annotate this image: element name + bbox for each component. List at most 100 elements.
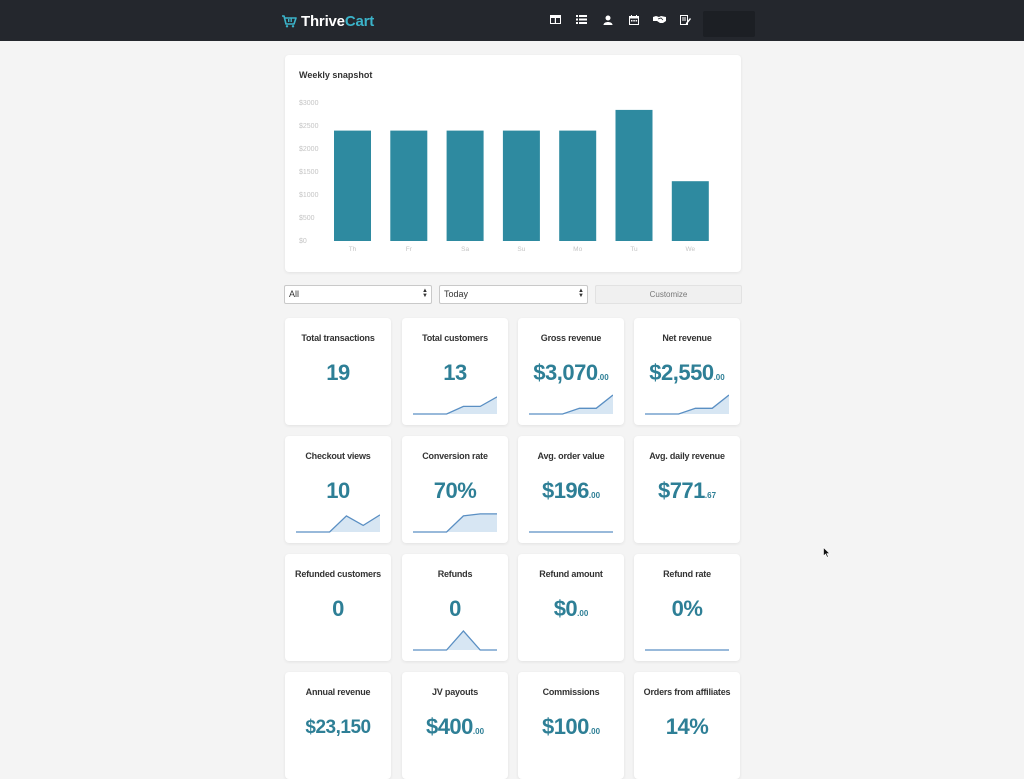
list-icon[interactable]: [575, 13, 588, 26]
logo-text-thrive: Thrive: [301, 12, 345, 30]
sparkline-chart: [413, 513, 497, 533]
stat-value-cents: .67: [704, 491, 717, 500]
bar-th[interactable]: [334, 130, 371, 241]
handshake-icon[interactable]: [653, 13, 666, 26]
x-tick-label: Mo: [573, 246, 582, 253]
stat-value: 19: [285, 360, 391, 386]
stat-value-cents: .00: [713, 373, 725, 382]
stat-card-conversion-rate[interactable]: Conversion rate 70%: [402, 436, 508, 543]
stat-value: 70%: [402, 478, 508, 504]
x-tick-label: Su: [517, 246, 525, 253]
type-select-value: All: [289, 289, 300, 299]
stat-value-cents: .00: [472, 727, 485, 736]
y-tick-label: $1500: [299, 169, 319, 176]
stat-card-refunds[interactable]: Refunds 0: [402, 554, 508, 661]
stat-value-main: $3,070: [533, 360, 598, 385]
stat-value-main: 14%: [665, 714, 709, 739]
sparkline-chart: [413, 396, 497, 415]
stat-label: Total transactions: [301, 333, 375, 343]
top-navbar: ThriveCart: [0, 0, 1024, 41]
thrivecart-logo[interactable]: ThriveCart: [281, 11, 374, 31]
weekly-snapshot-card: Weekly snapshot $3000 $2500 $2000 $1500 $100…: [285, 55, 741, 272]
period-select[interactable]: Today ▲ ▼: [439, 285, 588, 304]
bar-mo[interactable]: [559, 130, 597, 241]
account-menu[interactable]: [703, 11, 755, 37]
stat-value-cents: .00: [597, 373, 609, 382]
x-tick-label: Fr: [406, 246, 413, 253]
sparkline-area: [529, 395, 613, 414]
period-select-value: Today: [444, 289, 469, 299]
stat-label: Refunds: [437, 569, 473, 579]
stat-card-jv-payouts[interactable]: JV payouts $400.00: [402, 672, 508, 779]
stat-label: Annual revenue: [305, 687, 371, 697]
stat-card-refund-amount[interactable]: Refund amount $0.00: [518, 554, 624, 661]
sparkline-chart: [645, 394, 729, 415]
user-icon[interactable]: [601, 13, 614, 26]
stat-card-total-customers[interactable]: Total customers 13: [402, 318, 508, 425]
stat-label: Total customers: [422, 333, 488, 343]
bar-su[interactable]: [502, 130, 540, 241]
sparkline-line: [413, 513, 497, 533]
stat-value: 0: [402, 596, 508, 622]
stat-card-commissions[interactable]: Commissions $100.00: [518, 672, 624, 779]
stat-value: $400.00: [402, 714, 508, 740]
stat-value: $100.00: [518, 714, 624, 740]
stat-card-avg-daily-revenue[interactable]: Avg. daily revenue $771.67: [634, 436, 740, 543]
stat-value: $0.00: [518, 596, 624, 622]
sparkline-line: [645, 394, 729, 415]
stat-card-avg-order-value[interactable]: Avg. order value $196.00: [518, 436, 624, 543]
calendar-icon[interactable]: [627, 13, 640, 26]
stat-value-cents: .00: [588, 491, 601, 500]
stat-value-main: $2,550: [649, 360, 714, 385]
stat-label: Refund amount: [539, 569, 603, 579]
stat-label: Gross revenue: [540, 333, 602, 343]
stat-card-total-transactions[interactable]: Total transactions 19: [285, 318, 391, 425]
x-tick-label: Tu: [630, 246, 638, 253]
sparkline-area: [413, 513, 497, 532]
sparkline-line: [413, 630, 497, 651]
stat-card-orders-from-affiliates[interactable]: Orders from affiliates 14%: [634, 672, 740, 779]
stat-value: 14%: [634, 714, 740, 740]
stat-label: Checkout views: [305, 451, 371, 461]
select-arrows-icon: ▲ ▼: [578, 288, 584, 299]
stat-card-gross-revenue[interactable]: Gross revenue $3,070.00: [518, 318, 624, 425]
bar-sa[interactable]: [446, 130, 484, 241]
stat-card-checkout-views[interactable]: Checkout views 10: [285, 436, 391, 543]
stat-card-net-revenue[interactable]: Net revenue $2,550.00: [634, 318, 740, 425]
stat-value-main: $100: [541, 714, 589, 739]
stat-value: 10: [285, 478, 391, 504]
stat-value-main: 0: [449, 596, 461, 621]
sparkline-area: [645, 395, 729, 414]
stat-card-refunded-customers[interactable]: Refunded customers 0: [285, 554, 391, 661]
stat-label: Refund rate: [663, 569, 711, 579]
sparkline-line: [296, 514, 380, 533]
sparkline-area: [413, 396, 497, 414]
stat-value-main: 0: [332, 596, 344, 621]
x-tick-label: We: [685, 246, 695, 253]
type-select[interactable]: All ▲ ▼: [284, 285, 432, 304]
stat-card-annual-revenue[interactable]: Annual revenue $23,150: [285, 672, 391, 779]
stat-value: $23,150: [285, 717, 391, 739]
dashboard-icon[interactable]: [549, 13, 562, 26]
y-tick-label: $500: [299, 215, 315, 222]
bar-fr[interactable]: [390, 130, 428, 241]
bar-we[interactable]: [671, 181, 709, 241]
weekly-snapshot-chart: $3000 $2500 $2000 $1500 $1000 $500 $0 Th Fr Sa Su M…: [299, 100, 709, 253]
sparkline-area: [296, 514, 380, 532]
stat-value-main: 70%: [433, 478, 477, 503]
stat-value-main: 19: [326, 360, 350, 385]
stat-card-refund-rate[interactable]: Refund rate 0%: [634, 554, 740, 661]
select-arrows-icon: ▲ ▼: [422, 288, 428, 299]
sparkline-chart: [645, 649, 729, 651]
chart-title: Weekly snapshot: [299, 70, 373, 80]
stat-value: $771.67: [634, 478, 740, 504]
y-tick-label: $2000: [299, 146, 319, 153]
stat-value: 0%: [634, 596, 740, 622]
bar-tu[interactable]: [615, 109, 653, 242]
customize-button[interactable]: Customize: [595, 285, 742, 304]
stat-value-main: 13: [443, 360, 467, 385]
stat-value-main: $196: [541, 478, 589, 503]
stat-value: $3,070.00: [518, 360, 624, 386]
stat-label: Conversion rate: [422, 451, 488, 461]
edit-icon[interactable]: [679, 13, 692, 26]
